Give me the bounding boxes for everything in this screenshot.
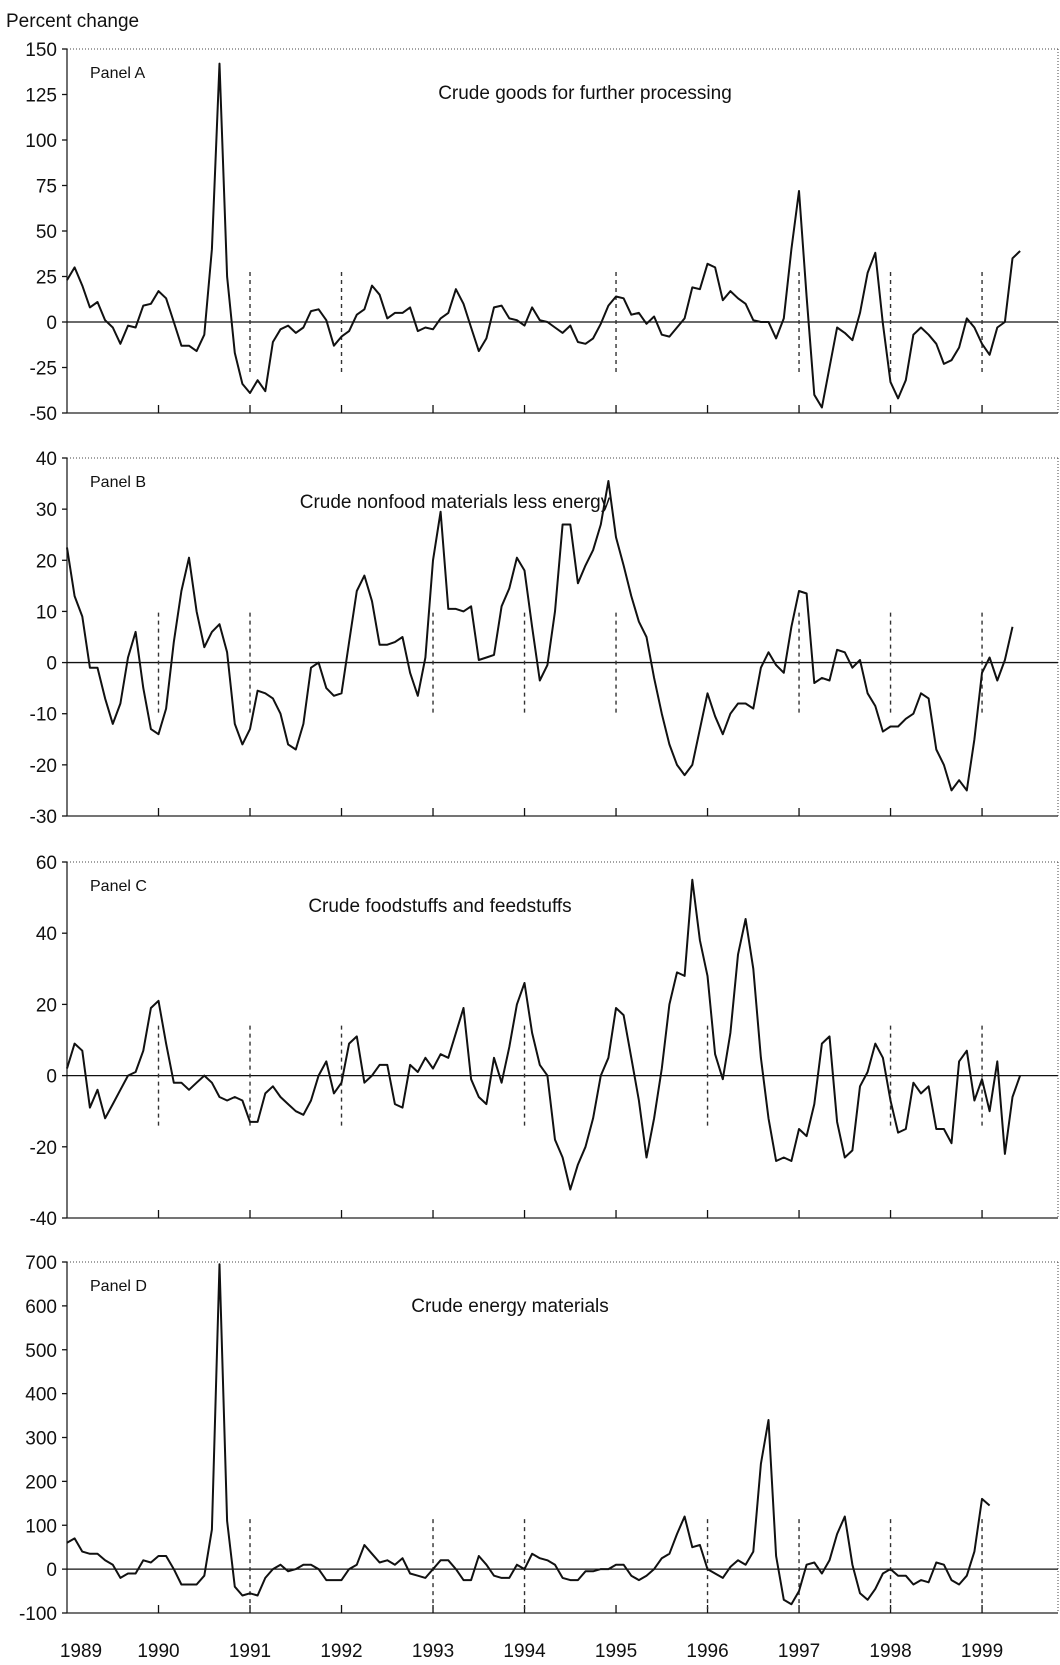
panel-title: Crude nonfood materials less energy bbox=[300, 492, 611, 513]
x-tick-label: 1989 bbox=[60, 1641, 102, 1662]
y-tick-label: 125 bbox=[25, 86, 57, 107]
y-tick-label: 400 bbox=[25, 1385, 57, 1406]
y-tick-label: 0 bbox=[46, 1560, 57, 1581]
y-tick-label: 20 bbox=[36, 995, 57, 1016]
panel-title: Crude foodstuffs and feedstuffs bbox=[308, 896, 571, 917]
series-line-b bbox=[66, 480, 1014, 792]
y-tick-label: 500 bbox=[25, 1341, 57, 1362]
y-tick-label: 75 bbox=[36, 177, 57, 198]
x-tick-label: 1999 bbox=[961, 1641, 1003, 1662]
panel-title: Crude goods for further processing bbox=[438, 83, 732, 104]
y-tick-label: 25 bbox=[36, 268, 57, 289]
x-tick-label: 1996 bbox=[686, 1641, 728, 1662]
y-tick-label: 50 bbox=[36, 222, 57, 243]
y-axis-title: Percent change bbox=[6, 11, 139, 32]
panel-label: Panel B bbox=[90, 474, 146, 491]
panel-label: Panel C bbox=[90, 878, 147, 895]
y-tick-label: 100 bbox=[25, 131, 57, 152]
panel-d: 700 600 500 400 300 200 100 0 -100 Panel D Crude e… bbox=[19, 1253, 1059, 1625]
panel-b: 40 30 20 10 0 -10 -20 -30 Panel B Crude nonfood m… bbox=[30, 449, 1059, 828]
y-tick-label: 10 bbox=[36, 602, 57, 623]
y-tick-label: 0 bbox=[46, 1067, 57, 1088]
x-tick-label: 1992 bbox=[320, 1641, 362, 1662]
panel-title: Crude energy materials bbox=[411, 1296, 608, 1317]
panel-label: Panel D bbox=[90, 1278, 147, 1295]
y-tick-label: 600 bbox=[25, 1297, 57, 1318]
y-tick-label: 200 bbox=[25, 1472, 57, 1493]
y-tick-label: 60 bbox=[36, 853, 57, 874]
y-tick-label: 0 bbox=[46, 313, 57, 334]
panel-a: 150 125 100 75 50 25 0 -25 -50 Panel A Crude goods… bbox=[25, 40, 1059, 425]
x-tick-label: 1993 bbox=[412, 1641, 454, 1662]
x-axis-tick-labels: 1989 1990 1991 1992 1993 1994 1995 1996 1997 1998… bbox=[60, 1641, 1003, 1662]
y-tick-label: -40 bbox=[30, 1209, 57, 1230]
x-tick-label: 1998 bbox=[869, 1641, 911, 1662]
x-tick-label: 1991 bbox=[229, 1641, 271, 1662]
x-tick-label: 1994 bbox=[503, 1641, 546, 1662]
x-tick-label: 1995 bbox=[595, 1641, 637, 1662]
x-tick-label: 1990 bbox=[137, 1641, 179, 1662]
y-tick-label: 300 bbox=[25, 1429, 57, 1450]
y-tick-label: 40 bbox=[36, 924, 57, 945]
y-tick-label: 0 bbox=[46, 654, 57, 675]
series-line-d bbox=[66, 1263, 991, 1606]
y-tick-label: 20 bbox=[36, 551, 57, 572]
y-tick-label: -25 bbox=[30, 359, 57, 380]
y-tick-label: 150 bbox=[25, 40, 57, 61]
series-line-a bbox=[66, 62, 1021, 409]
y-tick-label: -20 bbox=[30, 1138, 57, 1159]
x-tick-label: 1997 bbox=[778, 1641, 820, 1662]
y-tick-label: 40 bbox=[36, 449, 57, 470]
panel-label: Panel A bbox=[90, 65, 145, 82]
series-line-c bbox=[66, 878, 1022, 1191]
panel-c: 60 40 20 0 -20 -40 Panel C Crude foodstuffs and… bbox=[30, 853, 1059, 1230]
y-tick-label: -30 bbox=[30, 807, 57, 828]
y-tick-label: -10 bbox=[30, 705, 57, 726]
y-tick-label: -100 bbox=[19, 1604, 57, 1625]
y-tick-label: 700 bbox=[25, 1253, 57, 1274]
y-tick-label: -20 bbox=[30, 756, 57, 777]
y-tick-label: 30 bbox=[36, 500, 57, 521]
y-tick-label: 100 bbox=[25, 1516, 57, 1537]
y-tick-label: -50 bbox=[30, 404, 57, 425]
